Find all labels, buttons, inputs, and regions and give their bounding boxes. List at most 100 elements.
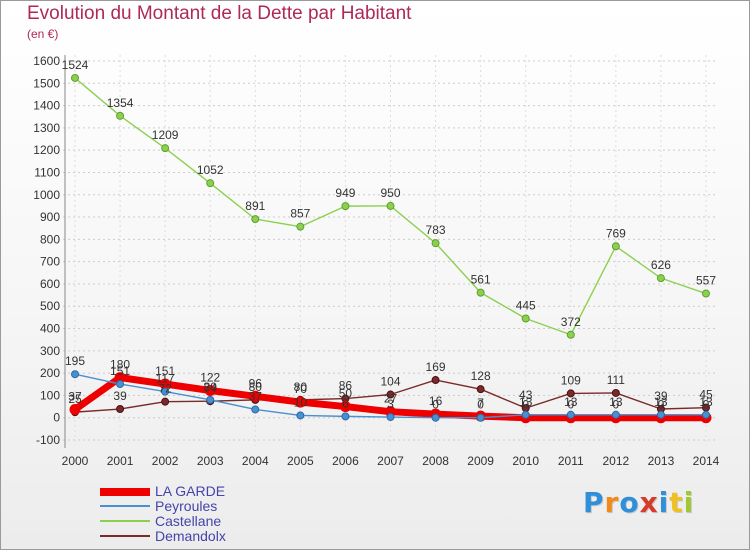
legend-label-la-garde: LA GARDE [155, 483, 226, 499]
x-tick-label: 2003 [197, 454, 224, 468]
data-point-castellane [296, 222, 305, 231]
data-point-demandolx [386, 390, 395, 399]
data-point-demandolx [611, 388, 620, 397]
data-point-castellane [521, 314, 530, 323]
legend-swatch-demandolx [100, 535, 150, 537]
x-tick-label: 2010 [512, 454, 539, 468]
x-tick-label: 2013 [648, 454, 675, 468]
data-point-castellane [656, 274, 665, 283]
data-label-castellane: 445 [516, 298, 536, 312]
data-label-demandolx: 39 [654, 389, 668, 403]
legend-item-demandolx: Demandolx [100, 528, 300, 544]
y-tick-label: -100 [36, 433, 60, 447]
data-label-la-garde: 0 [658, 398, 665, 412]
data-point-castellane [71, 73, 79, 82]
legend-label-castellane: Castellane [155, 513, 222, 529]
data-label-la-garde: 180 [110, 358, 130, 372]
y-tick-label: 1000 [33, 188, 60, 202]
data-label-demandolx: 25 [68, 392, 82, 406]
data-label-castellane: 561 [471, 273, 491, 287]
data-label-peyroules: 80 [204, 380, 218, 394]
data-label-la-garde: 0 [522, 398, 529, 412]
data-point-demandolx [161, 397, 170, 406]
y-tick-label: 300 [40, 344, 60, 358]
data-label-peyroules: 195 [65, 354, 85, 368]
data-point-la-garde [69, 403, 81, 415]
data-label-la-garde: 122 [200, 371, 220, 385]
data-label-peyroules: 13 [519, 395, 533, 409]
data-point-peyroules [521, 410, 530, 419]
y-tick-label: 400 [40, 322, 60, 336]
x-tick-label: 2008 [422, 454, 449, 468]
data-label-peyroules: 37 [249, 389, 263, 403]
x-tick-label: 2009 [467, 454, 494, 468]
data-label-la-garde: 96 [249, 376, 263, 390]
y-tick-label: 700 [40, 255, 60, 269]
data-point-castellane [161, 144, 170, 153]
y-tick-label: 1100 [34, 165, 60, 179]
data-label-castellane: 1524 [62, 58, 89, 72]
data-point-castellane [611, 242, 620, 251]
y-tick-label: 200 [40, 366, 60, 380]
data-label-castellane: 1354 [107, 96, 134, 110]
data-point-peyroules [251, 405, 260, 414]
data-label-castellane: 857 [290, 207, 310, 221]
chart-title: Evolution du Montant de la Dette par Hab… [27, 3, 412, 24]
data-point-peyroules [476, 413, 485, 422]
logo-letter: t [669, 486, 684, 519]
data-point-peyroules [296, 411, 305, 420]
data-label-demandolx: 86 [339, 379, 353, 393]
logo-letter: i [658, 486, 670, 519]
data-label-la-garde: 151 [155, 364, 175, 378]
data-label-peyroules: 151 [110, 364, 130, 378]
y-tick-label: 1200 [33, 143, 60, 157]
data-point-castellane [386, 201, 395, 210]
data-label-la-garde: 16 [429, 394, 443, 408]
data-label-demandolx: 169 [426, 360, 446, 374]
data-point-demandolx [431, 376, 440, 385]
x-tick-label: 2002 [152, 454, 179, 468]
x-tick-label: 2005 [287, 454, 314, 468]
x-tick-label: 2000 [62, 454, 89, 468]
data-label-peyroules: 0 [432, 398, 439, 412]
legend-item-peyroules: Peyroules [100, 498, 300, 514]
legend-label-demandolx: Demandolx [155, 528, 226, 544]
data-label-castellane: 891 [245, 199, 265, 213]
x-tick-label: 2006 [332, 454, 359, 468]
legend-label-peyroules: Peyroules [155, 498, 218, 514]
x-tick-label: 2001 [107, 454, 134, 468]
data-label-demandolx: 80 [294, 380, 308, 394]
data-point-demandolx [566, 389, 575, 398]
data-label-peyroules: 13 [699, 395, 713, 409]
logo-letter: x [639, 486, 659, 519]
data-point-castellane [251, 215, 260, 224]
data-point-peyroules [566, 410, 575, 419]
data-point-castellane [702, 289, 710, 298]
data-label-la-garde: 0 [567, 398, 574, 412]
data-label-castellane: 1209 [152, 128, 179, 142]
y-tick-label: 1400 [33, 99, 60, 113]
data-point-peyroules [341, 412, 350, 421]
logo-letter: r [604, 486, 620, 519]
data-label-demandolx: 80 [249, 380, 263, 394]
data-point-la-garde [339, 401, 351, 413]
data-label-peyroules: 10 [294, 395, 308, 409]
data-label-demandolx: 104 [380, 375, 400, 389]
data-label-castellane: 626 [651, 258, 671, 272]
y-tick-label: 600 [40, 277, 60, 291]
data-label-castellane: 769 [606, 226, 626, 240]
data-label-castellane: 949 [335, 186, 355, 200]
y-tick-label: 100 [40, 388, 60, 402]
data-label-peyroules: 3 [387, 397, 394, 411]
proxiti-logo: Proxiti [583, 486, 694, 519]
x-tick-label: 2011 [558, 454, 584, 468]
data-label-demandolx: 72 [158, 382, 172, 396]
x-tick-label: 2004 [242, 454, 269, 468]
legend-swatch-la-garde [100, 488, 150, 496]
data-point-castellane [116, 111, 125, 120]
legend-item-castellane: Castellane [100, 513, 300, 529]
y-tick-label: 0 [53, 411, 60, 425]
data-label-peyroules: 6 [342, 396, 349, 410]
